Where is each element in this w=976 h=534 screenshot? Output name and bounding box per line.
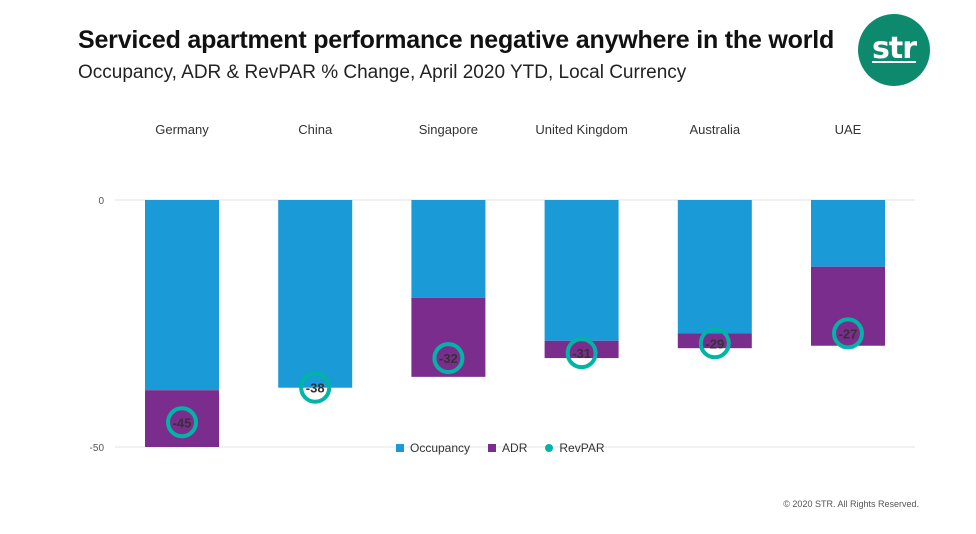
data-label-revpar: -29 <box>705 336 724 351</box>
data-label-revpar: -38 <box>306 381 325 396</box>
chart-subtitle: Occupancy, ADR & RevPAR % Change, April … <box>78 62 687 83</box>
category-label: Singapore <box>419 122 478 137</box>
chart-legend: Occupancy ADR RevPAR <box>396 441 623 455</box>
category-label: China <box>298 122 333 137</box>
legend-label-adr: ADR <box>502 441 528 455</box>
marker-revpar <box>698 327 731 360</box>
bar-occupancy <box>544 200 619 341</box>
legend-swatch-adr <box>488 444 497 452</box>
bar-adr <box>544 340 619 359</box>
marker-revpar <box>565 337 598 370</box>
bar-occupancy <box>411 200 486 298</box>
category-label: UAE <box>835 122 862 137</box>
str-logo: str <box>858 14 930 86</box>
str-logo-text: str <box>872 30 917 66</box>
bar-adr <box>677 333 752 349</box>
legend-swatch-occupancy <box>396 444 404 452</box>
bar-occupancy <box>677 200 752 334</box>
legend-swatch-revpar <box>545 444 554 452</box>
marker-revpar <box>299 371 332 404</box>
legend-item-occupancy: Occupancy <box>396 441 470 455</box>
bar-adr <box>411 297 486 377</box>
data-label-revpar: -27 <box>839 326 858 341</box>
data-label-revpar: -31 <box>572 346 591 361</box>
data-label-revpar: -45 <box>173 415 192 430</box>
marker-revpar <box>166 406 198 439</box>
category-label: Germany <box>155 122 209 137</box>
legend-item-adr: ADR <box>488 441 527 455</box>
copyright-notice: © 2020 STR. All Rights Reserved. <box>783 499 919 509</box>
legend-label-revpar: RevPAR <box>559 441 605 455</box>
category-label: Australia <box>690 122 741 137</box>
bar-adr <box>811 266 885 346</box>
y-tick-label: -50 <box>90 443 105 454</box>
bar-occupancy <box>145 200 219 391</box>
category-label: United Kingdom <box>535 122 628 137</box>
bar-occupancy <box>278 200 353 388</box>
bar-occupancy <box>811 200 885 267</box>
chart-title: Serviced apartment performance negative … <box>78 26 835 54</box>
marker-revpar <box>832 317 864 350</box>
y-tick-label: 0 <box>98 196 104 207</box>
marker-revpar <box>432 342 465 375</box>
data-label-revpar: -32 <box>439 351 458 366</box>
legend-item-revpar: RevPAR <box>545 441 605 455</box>
legend-label-occupancy: Occupancy <box>410 441 471 455</box>
